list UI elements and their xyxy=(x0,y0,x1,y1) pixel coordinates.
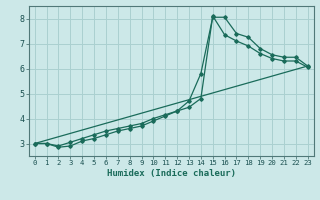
X-axis label: Humidex (Indice chaleur): Humidex (Indice chaleur) xyxy=(107,169,236,178)
